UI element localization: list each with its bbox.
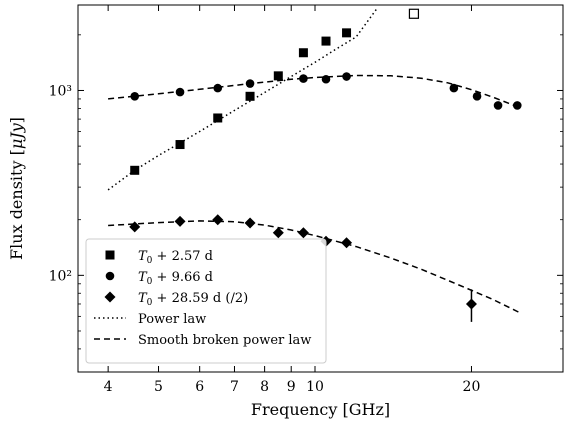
legend-label-sub: 0: [147, 256, 153, 266]
x-tick-label: 20: [463, 379, 481, 395]
legend-label-sub: 0: [147, 298, 153, 308]
data-point-circle: [245, 79, 255, 88]
y-axis-label-text: Flux density [: [7, 149, 26, 260]
plot-content: [107, 7, 523, 322]
data-point-circle: [472, 92, 482, 101]
legend-marker-diamond: [104, 291, 116, 303]
legend-label-rest: + 2.57 d: [152, 249, 213, 264]
y-tick-label: 10²: [49, 268, 72, 284]
data-point-square: [321, 36, 331, 46]
x-axis-label: Frequency [GHz]: [251, 400, 390, 419]
data-point-square: [342, 28, 352, 38]
power-law-line: [107, 7, 379, 191]
y-axis-label-unit: μJy: [7, 122, 26, 149]
legend-label: T0 + 9.66 d: [138, 270, 213, 287]
legend: T0 + 2.57 dT0 + 9.66 dT0 + 28.59 d (/2)P…: [85, 238, 327, 364]
x-tick-label: 10: [306, 379, 324, 395]
broken-power-law-line: [108, 74, 523, 110]
data-point-circle: [213, 83, 223, 93]
data-point-square: [298, 48, 308, 58]
legend-label-sub: 0: [147, 277, 153, 287]
data-point-circle: [493, 101, 503, 110]
data-point-circle: [130, 92, 140, 101]
data-point-diamond: [174, 215, 186, 227]
legend-label-math: T: [138, 249, 148, 264]
legend-label-math: T: [138, 291, 148, 306]
data-point-square: [245, 91, 255, 101]
x-tick-label: 4: [104, 379, 113, 395]
data-point-square: [273, 71, 283, 81]
y-tick-label: 10³: [49, 83, 72, 99]
legend-marker-square: [105, 250, 115, 260]
x-tick-label: 5: [154, 379, 163, 395]
y-axis-label-close: ]: [7, 117, 26, 123]
legend-label: T0 + 28.59 d (/2): [138, 291, 248, 308]
data-point-diamond: [341, 237, 353, 249]
data-point-diamond: [244, 217, 256, 229]
data-point-diamond: [297, 227, 309, 239]
data-point-circle: [299, 74, 308, 83]
legend-label-math: T: [138, 270, 148, 285]
x-tick-label: 9: [287, 379, 296, 395]
x-tick-label: 6: [195, 379, 204, 395]
legend-box: [85, 238, 327, 364]
legend-label-rest: + 28.59 d (/2): [152, 291, 248, 306]
data-point-diamond: [465, 298, 477, 310]
axes: 4 5 6 7 8 9 10 20 10² 10³: [49, 5, 563, 395]
broken-power-law-line: [108, 220, 523, 315]
legend-marker-circle: [105, 271, 115, 281]
data-point-diamond: [129, 221, 141, 233]
legend-label-rest: + 9.66 d: [152, 270, 213, 285]
x-tick-label: 7: [230, 379, 239, 395]
data-point-square: [175, 140, 185, 150]
data-point-square: [213, 113, 223, 123]
data-point-circle: [449, 83, 459, 93]
data-point-circle: [321, 74, 331, 84]
data-point-circle: [342, 72, 351, 81]
legend-label: Smooth broken power law: [138, 333, 311, 348]
data-point-diamond: [212, 214, 224, 226]
data-point-circle: [175, 87, 185, 97]
data-point-diamond: [272, 227, 284, 239]
data-point-square: [130, 165, 140, 175]
y-axis-label: Flux density [μJy]: [7, 117, 26, 260]
plot-frame: [77, 4, 564, 373]
x-tick-label: 8: [260, 379, 269, 395]
legend-label: Power law: [138, 312, 206, 327]
legend-label: T0 + 2.57 d: [138, 249, 213, 266]
data-point-circle: [512, 101, 522, 110]
data-point-open-square: [408, 8, 420, 19]
